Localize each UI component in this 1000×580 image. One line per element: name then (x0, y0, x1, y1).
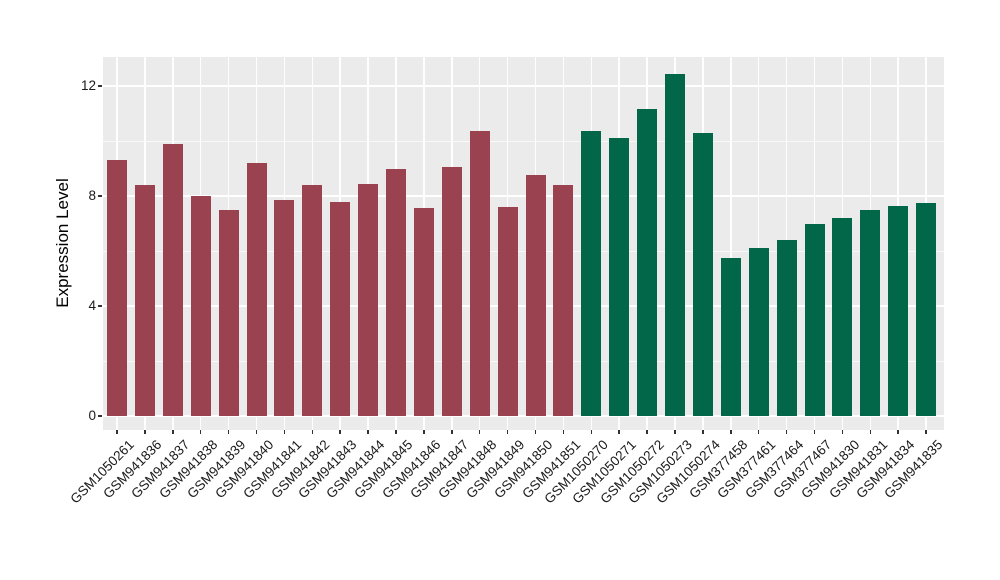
bar (441, 167, 462, 416)
x-tick-mark (255, 430, 258, 434)
bar (218, 209, 239, 416)
x-tick-mark (367, 430, 369, 434)
bar (720, 257, 741, 416)
x-tick-mark (618, 430, 620, 434)
x-tick-mark (144, 430, 146, 434)
x-tick-mark (116, 430, 118, 434)
x-tick-mark (395, 430, 397, 434)
gridline-major-h (103, 195, 944, 197)
gridline-minor-h (103, 250, 944, 252)
x-tick-mark (869, 430, 872, 434)
y-tick-label: 4 (88, 298, 96, 313)
gridline-major-h (103, 305, 944, 307)
bar (665, 73, 685, 416)
bar (748, 248, 769, 416)
x-tick-mark (339, 430, 341, 434)
bar (107, 160, 127, 416)
x-tick-mark (702, 430, 704, 434)
x-tick-mark (199, 430, 202, 434)
bar (330, 201, 351, 416)
bar (302, 185, 323, 416)
x-tick-mark (674, 430, 676, 434)
x-tick-mark (590, 430, 593, 434)
bar (358, 183, 379, 416)
bar (246, 163, 267, 416)
y-tick-label: 12 (80, 78, 96, 93)
x-tick-mark (227, 430, 230, 434)
x-tick-mark (534, 430, 537, 434)
x-tick-mark (757, 430, 760, 434)
bar (413, 208, 434, 416)
bar (274, 200, 295, 416)
bar (581, 131, 602, 416)
x-tick-mark (172, 430, 174, 434)
bar (553, 185, 574, 416)
y-axis-title: Expression Level (53, 178, 72, 308)
bar (525, 175, 546, 416)
y-tick-mark (98, 85, 102, 87)
y-tick-mark (98, 415, 102, 417)
x-tick-mark (478, 430, 481, 434)
x-tick-mark (423, 430, 425, 434)
bar (469, 131, 490, 416)
x-tick-mark (897, 430, 899, 434)
gridline-major-h (103, 415, 944, 417)
bar (637, 109, 658, 416)
plot-panel (103, 57, 944, 430)
x-tick-mark (785, 430, 788, 434)
y-tick-mark (98, 195, 102, 197)
x-tick-mark (925, 430, 927, 434)
y-tick-label: 0 (88, 408, 96, 423)
bar (497, 207, 518, 416)
gridline-minor-h (103, 360, 944, 362)
gridline-v (730, 57, 732, 430)
x-tick-mark (562, 430, 565, 434)
x-tick-mark (841, 430, 844, 434)
bar (134, 185, 155, 416)
y-tick-mark (98, 305, 102, 307)
bar (888, 205, 909, 416)
gridline-v (757, 57, 760, 430)
x-tick-mark (283, 430, 286, 434)
x-tick-mark (506, 430, 509, 434)
bar (832, 218, 853, 416)
bar (916, 202, 937, 416)
x-tick-mark (311, 430, 314, 434)
bar (162, 143, 183, 416)
bar (609, 138, 630, 416)
bar (776, 240, 797, 416)
x-tick-mark (451, 430, 453, 434)
bar (386, 168, 406, 416)
bar (860, 209, 881, 416)
bar (692, 132, 713, 416)
gridline-major-h (103, 85, 944, 87)
x-tick-mark (813, 430, 816, 434)
bar (190, 196, 211, 416)
bar (804, 223, 825, 416)
gridline-minor-h (103, 140, 944, 142)
x-tick-mark (730, 430, 732, 434)
y-tick-label: 8 (88, 188, 96, 203)
x-tick-mark (646, 430, 648, 434)
